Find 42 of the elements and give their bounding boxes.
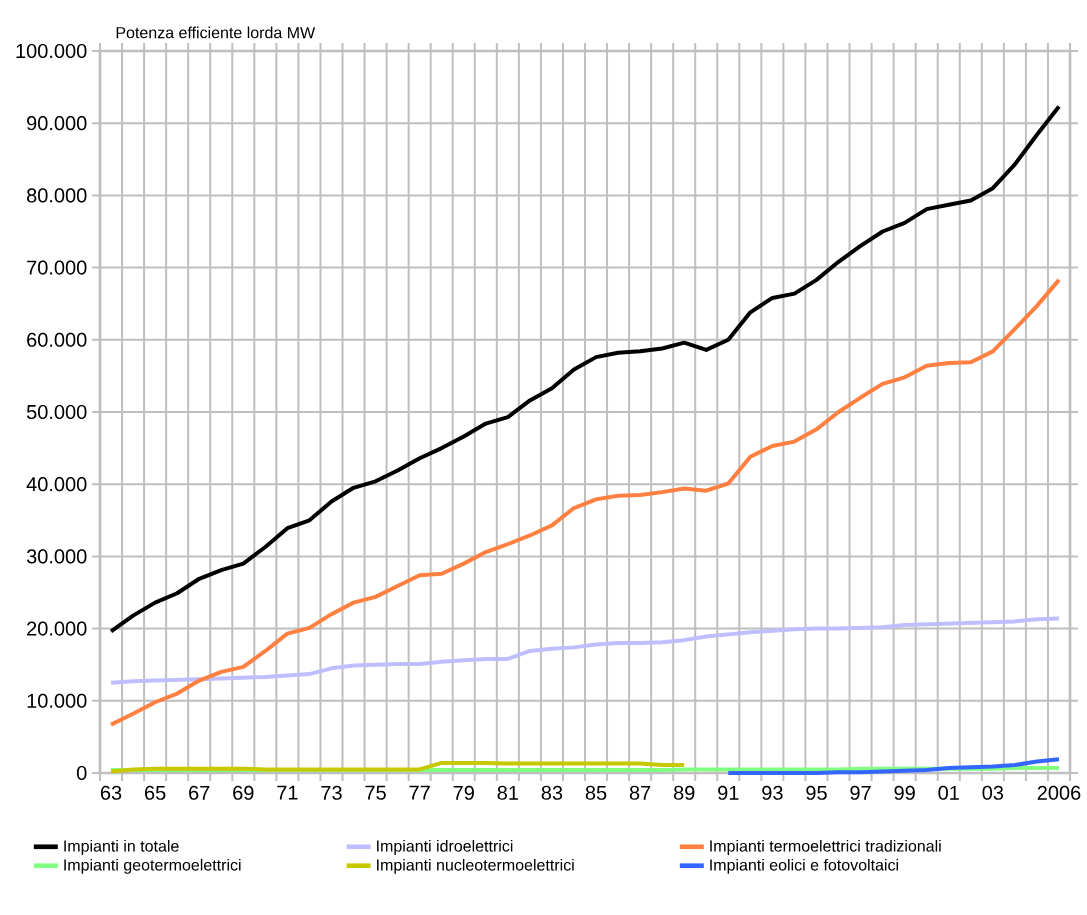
x-tick-label: 75 <box>365 785 386 800</box>
legend-label: Impianti geotermoelettrici <box>64 858 241 874</box>
legend-label: Impianti in totale <box>64 839 179 855</box>
x-tick-label: 85 <box>585 785 607 800</box>
y-tick-label: 30.000 <box>26 549 87 564</box>
y-tick-label: 100.000 <box>16 43 87 59</box>
y-tick-label: 20.000 <box>27 621 87 636</box>
x-tick-label: 63 <box>100 785 122 800</box>
x-tick-label: 89 <box>673 785 695 800</box>
y-tick-label: 80.000 <box>27 188 87 203</box>
x-tick-label: 01 <box>938 785 959 800</box>
x-tick-label: 99 <box>894 785 915 800</box>
x-tick-label: 91 <box>718 785 739 800</box>
legend-label: Impianti termoelettrici tradizionali <box>710 839 941 855</box>
x-tick-label: 95 <box>806 785 827 800</box>
legend-label: Impianti nucleotermoelettrici <box>377 858 574 874</box>
y-tick-label: 40.000 <box>26 477 87 492</box>
x-tick-label: 2006 <box>1037 785 1081 800</box>
x-tick-label: 73 <box>321 785 342 800</box>
x-tick-label: 79 <box>453 785 474 800</box>
x-tick-label: 81 <box>497 785 518 800</box>
x-tick-label: 87 <box>629 785 651 800</box>
x-tick-label: 93 <box>762 785 783 800</box>
y-tick-label: 70.000 <box>27 260 87 275</box>
legend-label: Impianti idroelettrici <box>377 839 513 855</box>
legend-label: Impianti eolici e fotovoltaici <box>710 858 898 874</box>
x-tick-label: 77 <box>409 785 430 800</box>
x-tick-label: 67 <box>189 785 210 800</box>
x-tick-label: 65 <box>145 785 166 800</box>
y-tick-label: 10.000 <box>27 693 87 708</box>
y-tick-label: 90.000 <box>27 116 87 131</box>
x-tick-label: 03 <box>982 785 1004 800</box>
y-tick-label: 50.000 <box>26 404 87 420</box>
x-tick-label: 97 <box>850 785 871 800</box>
y-axis-title: Potenza efficiente lorda MW <box>116 26 316 39</box>
x-tick-label: 83 <box>541 785 563 800</box>
y-tick-label: 0 <box>76 765 87 781</box>
y-tick-label: 60.000 <box>27 332 87 347</box>
x-tick-label: 71 <box>277 785 298 800</box>
line-series <box>109 277 1061 727</box>
line-series <box>109 104 1061 634</box>
x-tick-label: 69 <box>233 785 254 800</box>
